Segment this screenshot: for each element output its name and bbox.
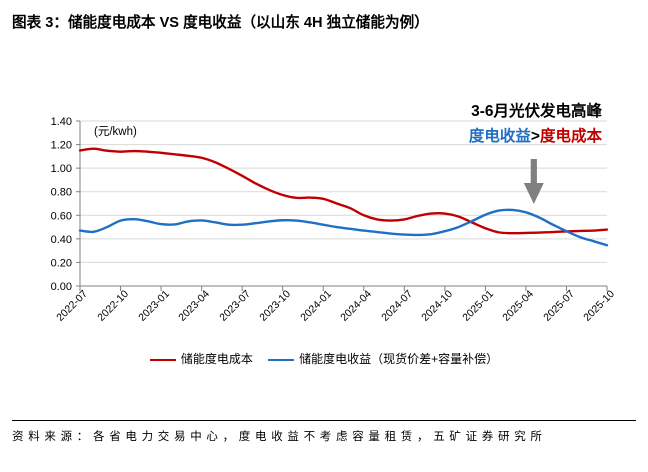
svg-text:1.20: 1.20 — [51, 140, 72, 152]
svg-text:0.20: 0.20 — [51, 257, 72, 269]
svg-text:0.60: 0.60 — [51, 210, 72, 222]
svg-text:0.80: 0.80 — [51, 187, 72, 199]
svg-text:0.40: 0.40 — [51, 234, 72, 246]
svg-text:1.40: 1.40 — [51, 116, 72, 128]
svg-text:0.00: 0.00 — [51, 281, 72, 293]
svg-text:(元/kwh): (元/kwh) — [94, 126, 137, 138]
svg-text:1.00: 1.00 — [51, 163, 72, 175]
